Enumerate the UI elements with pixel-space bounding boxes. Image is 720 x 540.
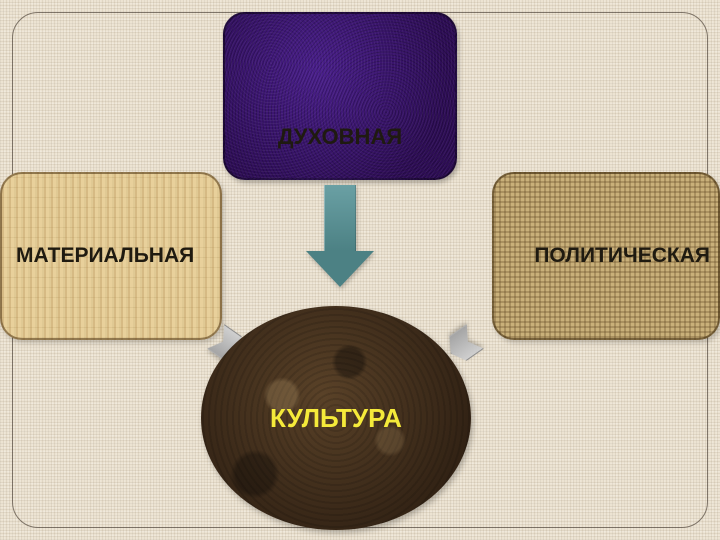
node-left: МАТЕРИАЛЬНАЯ [0,172,222,340]
node-top: ДУХОВНАЯ [223,12,457,180]
node-top-label: ДУХОВНАЯ [278,124,402,150]
node-right-label: ПОЛИТИЧЕСКАЯ [534,244,710,268]
node-right: ПОЛИТИЧЕСКАЯ [492,172,720,340]
node-center-label: КУЛЬТУРА [270,403,402,434]
node-center: КУЛЬТУРА [201,306,471,530]
arrow-top-to-center [306,185,374,287]
node-left-label: МАТЕРИАЛЬНАЯ [16,244,194,268]
diagram-stage: ДУХОВНАЯ МАТЕРИАЛЬНАЯ ПОЛИТИЧЕСКАЯ КУЛЬТ… [0,0,720,540]
